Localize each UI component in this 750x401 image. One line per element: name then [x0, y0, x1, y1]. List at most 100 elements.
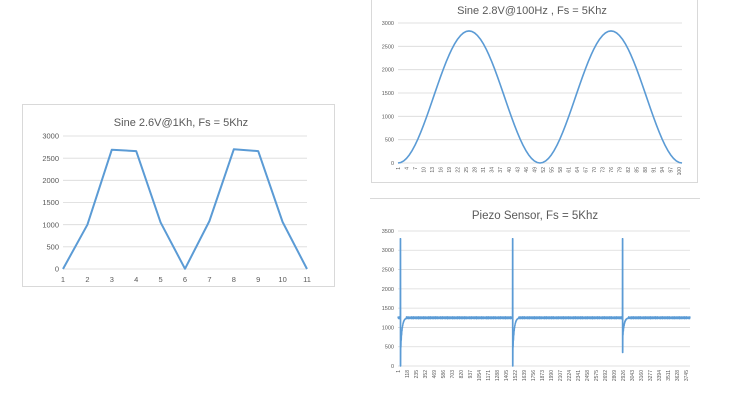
- x-tick-label: 1873: [540, 370, 546, 381]
- x-tick-label: 2926: [621, 370, 627, 381]
- x-tick-label: 3628: [675, 370, 681, 381]
- y-tick-label: 1500: [382, 91, 394, 97]
- x-tick-label: 2107: [558, 370, 564, 381]
- x-tick-label: 10: [422, 167, 428, 173]
- y-tick-label: 2000: [382, 68, 394, 74]
- x-tick-label: 91: [652, 167, 658, 173]
- x-tick-label: 235: [414, 370, 420, 379]
- x-tick-label: 34: [490, 167, 496, 173]
- x-tick-label: 82: [626, 167, 632, 173]
- x-tick-label: 13: [430, 167, 436, 173]
- x-tick-label: 3277: [648, 370, 654, 381]
- x-tick-label: 73: [600, 167, 606, 173]
- y-tick-label: 1000: [382, 114, 394, 120]
- x-tick-label: 703: [450, 370, 456, 379]
- y-tick-label: 2500: [382, 44, 394, 50]
- x-tick-label: 58: [558, 167, 564, 173]
- chart-title: Sine 2.6V@1Kh, Fs = 5Khz: [114, 117, 248, 129]
- x-tick-label: 1522: [513, 370, 519, 381]
- x-tick-label: 1990: [549, 370, 555, 381]
- x-tick-label: 40: [507, 167, 513, 173]
- x-tick-label: 88: [643, 167, 649, 173]
- y-tick-label: 3000: [382, 248, 394, 254]
- x-tick-label: 67: [583, 167, 589, 173]
- x-tick-label: 79: [618, 167, 624, 173]
- x-tick-label: 2224: [567, 370, 573, 381]
- x-tick-label: 1171: [486, 370, 492, 381]
- x-tick-label: 2458: [585, 370, 591, 381]
- x-tick-label: 7: [413, 167, 419, 170]
- x-tick-label: 820: [459, 370, 465, 379]
- y-tick-label: 0: [55, 265, 59, 274]
- y-tick-label: 1500: [382, 306, 394, 312]
- x-tick-label: 85: [635, 167, 641, 173]
- x-tick-label: 937: [468, 370, 474, 379]
- x-tick-label: 49: [532, 167, 538, 173]
- x-tick-label: 3043: [630, 370, 636, 381]
- x-tick-label: 3160: [639, 370, 645, 381]
- y-tick-label: 2500: [42, 154, 59, 163]
- x-tick-label: 2: [85, 275, 89, 284]
- x-tick-label: 2809: [612, 370, 618, 381]
- x-tick-label: 1639: [522, 370, 528, 381]
- y-tick-label: 3000: [382, 21, 394, 27]
- chart-sine-1khz-svg: Sine 2.6V@1Kh, Fs = 5Khz 0 500 1000 1500 2000…: [42, 117, 311, 284]
- x-tick-label: 1: [61, 275, 65, 284]
- chart-piezo-sensor: Piezo Sensor, Fs = 5Khz 0 500 1000 1500 2000 2…: [370, 198, 700, 400]
- chart-title: Piezo Sensor, Fs = 5Khz: [472, 210, 598, 222]
- x-tick-label: 64: [575, 167, 581, 173]
- y-tick-label: 3500: [382, 229, 394, 235]
- x-tick-label: 3511: [666, 370, 672, 381]
- x-tick-label: 2692: [603, 370, 609, 381]
- x-tick-label: 97: [669, 167, 675, 173]
- x-tick-label: 9: [256, 275, 260, 284]
- y-tick-label: 3000: [42, 132, 59, 141]
- x-tick-label: 469: [432, 370, 438, 379]
- x-tick-label: 70: [592, 167, 598, 173]
- y-tick-label: 2000: [42, 176, 59, 185]
- y-tick-label: 2500: [382, 267, 394, 273]
- x-tick-label: 31: [481, 167, 487, 173]
- y-tick-label: 0: [391, 161, 394, 167]
- x-tick-label: 6: [183, 275, 187, 284]
- x-tick-label: 11: [303, 275, 311, 284]
- x-tick-label: 4: [134, 275, 138, 284]
- x-tick-label: 8: [232, 275, 236, 284]
- chart-piezo-sensor-svg: Piezo Sensor, Fs = 5Khz 0 500 1000 1500 2000 2…: [382, 210, 691, 381]
- chart-sine-100hz-svg: Sine 2.8V@100Hz , Fs = 5Khz 0 500 1000 1500 2…: [382, 5, 683, 176]
- y-tick-label: 500: [46, 242, 59, 251]
- y-tick-label: 2000: [382, 287, 394, 293]
- y-tick-label: 500: [385, 138, 394, 144]
- y-tick-label: 1000: [382, 325, 394, 331]
- x-tick-label: 61: [566, 167, 572, 173]
- x-tick-label: 52: [541, 167, 547, 173]
- x-tick-label: 43: [515, 167, 521, 173]
- x-tick-label: 37: [498, 167, 504, 173]
- x-tick-label: 1: [396, 370, 402, 373]
- x-tick-label: 10: [278, 275, 286, 284]
- x-tick-label: 2575: [594, 370, 600, 381]
- x-tick-label: 28: [473, 167, 479, 173]
- x-tick-label: 3: [110, 275, 114, 284]
- x-tick-label: 118: [405, 370, 411, 378]
- x-tick-label: 76: [609, 167, 615, 173]
- x-tick-label: 1288: [495, 370, 501, 381]
- y-tick-label: 0: [391, 364, 394, 370]
- y-tick-label: 1500: [42, 198, 59, 207]
- x-tick-label: 94: [660, 167, 666, 173]
- x-tick-label: 4: [405, 167, 411, 170]
- x-tick-label: 19: [447, 167, 453, 173]
- x-tick-label: 7: [207, 275, 211, 284]
- x-tick-label: 1405: [504, 370, 510, 381]
- series-line: [397, 238, 691, 367]
- x-tick-label: 352: [423, 370, 429, 379]
- x-tick-label: 1756: [531, 370, 537, 381]
- x-tick-label: 1054: [477, 370, 483, 381]
- x-tick-label: 46: [524, 167, 530, 173]
- x-tick-label: 3394: [657, 370, 663, 381]
- chart-title: Sine 2.8V@100Hz , Fs = 5Khz: [457, 5, 607, 17]
- x-tick-label: 25: [464, 167, 470, 173]
- x-tick-label: 5: [159, 275, 163, 284]
- x-tick-label: 100: [677, 167, 683, 176]
- x-tick-label: 1: [396, 167, 402, 170]
